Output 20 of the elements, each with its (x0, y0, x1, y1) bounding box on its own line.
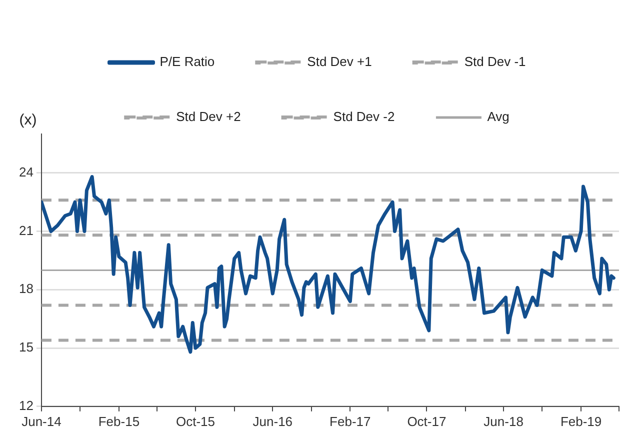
y-tick-label: 21 (18, 222, 34, 238)
y-tick-label: 18 (18, 281, 34, 296)
y-tick-label: 24 (18, 164, 34, 180)
x-tick-label: Jun-16 (252, 414, 293, 429)
x-tick-label: Jun-14 (22, 414, 62, 429)
x-tick-label: Feb-19 (560, 414, 602, 429)
y-tick-label: 15 (18, 340, 34, 355)
x-tick-label: Oct-17 (407, 414, 446, 429)
x-tick-label: Jun-18 (484, 414, 524, 429)
x-tick-label: Feb-17 (330, 414, 371, 429)
legend-label: Avg (487, 109, 510, 124)
legend-label: Std Dev -1 (464, 54, 526, 70)
legend-label: Std Dev +2 (176, 109, 241, 124)
x-tick-label: Oct-15 (176, 414, 215, 429)
y-tick-label: 12 (18, 398, 34, 413)
legend-label: P/E Ratio (160, 54, 215, 70)
legend-label: Std Dev -2 (333, 109, 395, 124)
legend-label: Std Dev +1 (307, 54, 372, 70)
x-tick-label: Feb-15 (98, 414, 140, 429)
y-axis-title: (x) (19, 112, 37, 129)
